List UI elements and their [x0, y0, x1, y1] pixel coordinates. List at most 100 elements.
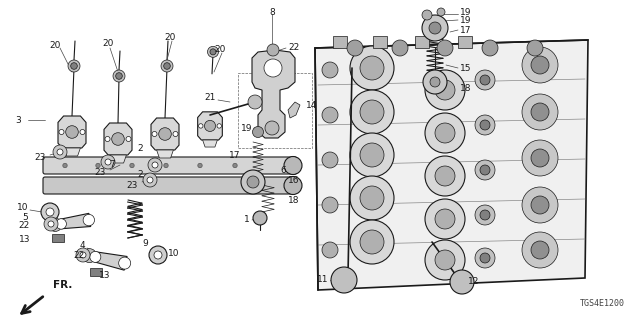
Polygon shape	[104, 123, 132, 155]
Circle shape	[53, 145, 67, 159]
Circle shape	[322, 197, 338, 213]
Circle shape	[350, 133, 394, 177]
Circle shape	[253, 126, 264, 138]
Circle shape	[154, 251, 162, 259]
Text: 20: 20	[214, 45, 226, 54]
Circle shape	[105, 159, 111, 165]
Circle shape	[48, 221, 54, 227]
Circle shape	[152, 132, 157, 137]
Circle shape	[480, 75, 490, 85]
Text: 2: 2	[137, 143, 143, 153]
Circle shape	[233, 163, 237, 168]
Circle shape	[475, 248, 495, 268]
Circle shape	[68, 60, 80, 72]
Polygon shape	[63, 148, 81, 156]
Circle shape	[101, 155, 115, 169]
FancyBboxPatch shape	[43, 157, 297, 174]
Circle shape	[46, 208, 54, 216]
Circle shape	[80, 252, 86, 258]
Polygon shape	[60, 213, 91, 229]
Circle shape	[83, 249, 97, 263]
Circle shape	[435, 80, 455, 100]
Circle shape	[360, 56, 384, 80]
Circle shape	[207, 46, 218, 57]
Circle shape	[435, 123, 455, 143]
Text: 12: 12	[468, 277, 479, 286]
Text: TGS4E1200: TGS4E1200	[580, 299, 625, 308]
Circle shape	[425, 70, 465, 110]
Text: 22: 22	[19, 220, 30, 229]
Circle shape	[198, 163, 202, 168]
Circle shape	[76, 248, 90, 262]
Circle shape	[531, 56, 549, 74]
Circle shape	[480, 210, 490, 220]
Text: 14: 14	[306, 100, 317, 109]
Text: 8: 8	[269, 7, 275, 17]
Text: 1: 1	[244, 215, 250, 225]
Circle shape	[41, 203, 59, 221]
Circle shape	[480, 253, 490, 263]
Circle shape	[113, 70, 125, 82]
Circle shape	[360, 100, 384, 124]
Circle shape	[430, 77, 440, 87]
Text: 4: 4	[79, 242, 85, 251]
Circle shape	[522, 140, 558, 176]
Circle shape	[147, 177, 153, 183]
Circle shape	[265, 121, 279, 135]
Circle shape	[112, 133, 124, 145]
Circle shape	[83, 214, 95, 226]
Circle shape	[423, 70, 447, 94]
Text: FR.: FR.	[53, 280, 72, 290]
Circle shape	[522, 232, 558, 268]
Circle shape	[116, 73, 122, 79]
Circle shape	[522, 187, 558, 223]
Circle shape	[425, 240, 465, 280]
Circle shape	[126, 136, 131, 141]
FancyBboxPatch shape	[43, 177, 292, 194]
Circle shape	[161, 60, 173, 72]
Text: 9: 9	[142, 239, 148, 249]
Text: 3: 3	[15, 116, 21, 124]
Circle shape	[248, 95, 262, 109]
Text: 11: 11	[317, 276, 328, 284]
Circle shape	[350, 90, 394, 134]
Circle shape	[247, 176, 259, 188]
Circle shape	[435, 166, 455, 186]
Text: 18: 18	[288, 196, 300, 204]
Polygon shape	[315, 40, 588, 290]
Bar	[458, 36, 472, 48]
Circle shape	[56, 219, 67, 229]
Text: 16: 16	[288, 175, 300, 185]
Text: 23: 23	[126, 180, 138, 189]
Text: 6: 6	[280, 165, 285, 174]
Polygon shape	[157, 150, 173, 158]
Polygon shape	[93, 252, 127, 270]
Text: 19: 19	[460, 7, 472, 17]
Circle shape	[425, 113, 465, 153]
Text: 18: 18	[460, 84, 472, 92]
Polygon shape	[151, 118, 179, 150]
Circle shape	[531, 196, 549, 214]
Circle shape	[522, 47, 558, 83]
Text: 2: 2	[137, 170, 143, 179]
Circle shape	[49, 218, 62, 231]
Text: 23: 23	[35, 154, 45, 163]
Text: 7: 7	[109, 159, 115, 169]
Circle shape	[198, 124, 203, 128]
Text: 10: 10	[17, 204, 28, 212]
Text: 20: 20	[164, 33, 176, 42]
Circle shape	[437, 40, 453, 56]
Bar	[52, 234, 64, 242]
Circle shape	[360, 230, 384, 254]
Circle shape	[130, 163, 134, 168]
Circle shape	[350, 46, 394, 90]
Text: 22: 22	[74, 251, 85, 260]
Circle shape	[422, 10, 432, 20]
Circle shape	[531, 149, 549, 167]
Circle shape	[450, 270, 474, 294]
Circle shape	[173, 132, 178, 137]
Circle shape	[253, 211, 267, 225]
Circle shape	[267, 44, 279, 56]
Circle shape	[143, 173, 157, 187]
Text: 20: 20	[49, 41, 61, 50]
